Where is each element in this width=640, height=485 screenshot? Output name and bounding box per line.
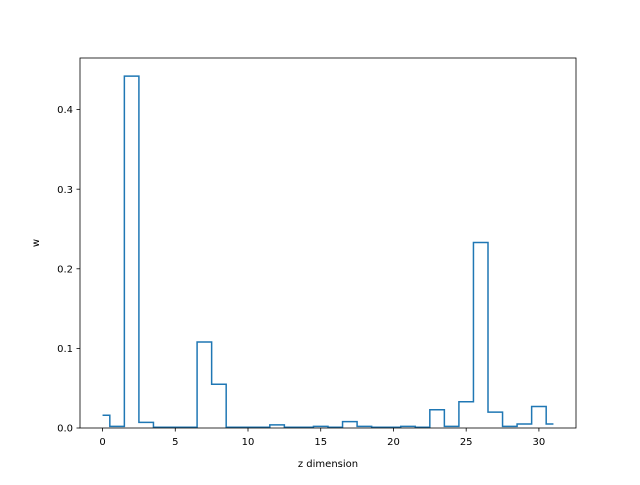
- axes-layer: [79, 57, 577, 429]
- x-ticks: 0 5 10 15 20 25 30: [99, 428, 545, 448]
- y-tick-label: 0.2: [57, 264, 73, 275]
- y-tick-label: 0.3: [57, 185, 73, 196]
- x-tick-label: 25: [460, 437, 473, 448]
- axes-frame: [79, 57, 577, 429]
- plot-area: [80, 58, 576, 428]
- y-ticks: 0.0 0.1 0.2 0.3 0.4: [57, 105, 80, 435]
- series-layer: [102, 75, 554, 428]
- y-tick-label: 0.4: [57, 105, 73, 116]
- y-axis-label: w: [31, 239, 42, 247]
- y-tick-label: 0.1: [57, 344, 73, 355]
- y-tick-label: 0.0: [57, 424, 73, 435]
- x-tick-label: 0: [99, 437, 105, 448]
- x-tick-label: 10: [242, 437, 255, 448]
- x-tick-label: 20: [387, 437, 400, 448]
- x-tick-label: 15: [314, 437, 327, 448]
- series-step-line: [102, 75, 554, 428]
- x-tick-label: 5: [172, 437, 178, 448]
- x-axis-label: z dimension: [298, 459, 358, 470]
- x-tick-label: 30: [533, 437, 546, 448]
